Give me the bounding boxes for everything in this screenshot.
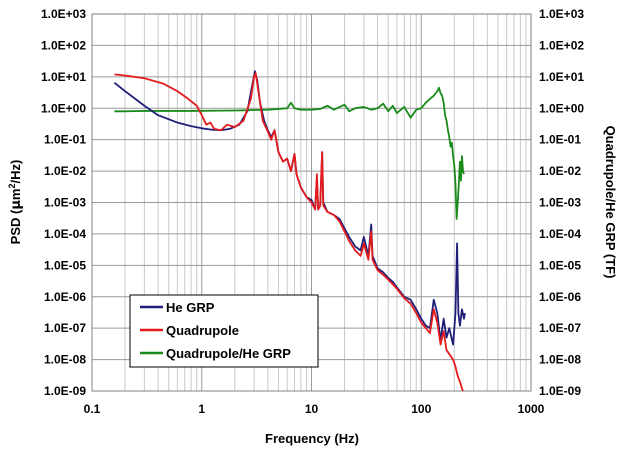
y-tick-label-right: 1.0E-02 bbox=[539, 164, 581, 178]
x-tick-label: 100 bbox=[411, 402, 431, 416]
tick-labels: 1.0E-09 1.0E-09 1.0E-08 1.0E-08 1.0E-07 1.0E-… bbox=[41, 7, 584, 416]
x-tick-label: 0.1 bbox=[84, 402, 101, 416]
y-tick-label-right: 1.0E-04 bbox=[539, 227, 581, 241]
y-tick-label-right: 1.0E-07 bbox=[539, 321, 581, 335]
y-tick-label-left: 1.0E+02 bbox=[41, 38, 86, 52]
y-tick-label-right: 1.0E-08 bbox=[539, 353, 581, 367]
legend-label-he-grp: He GRP bbox=[166, 300, 215, 315]
y-tick-label-left: 1.0E+00 bbox=[41, 101, 86, 115]
y-tick-label-left: 1.0E-08 bbox=[44, 353, 86, 367]
x-tick-label: 1 bbox=[198, 402, 205, 416]
x-tick-label: 1000 bbox=[518, 402, 545, 416]
y-tick-label-left: 1.0E-03 bbox=[44, 196, 86, 210]
y-axis-title-left: PSD (μm2/Hz) bbox=[7, 160, 24, 245]
y-tick-label-left: 1.0E-07 bbox=[44, 321, 86, 335]
y-tick-label-left: 1.0E+03 bbox=[41, 7, 86, 21]
y-axis-title-right: Quadrupole/He GRP (TF) bbox=[603, 126, 618, 279]
y-tick-label-right: 1.0E-06 bbox=[539, 290, 581, 304]
y-tick-label-right: 1.0E-09 bbox=[539, 384, 581, 398]
y-tick-label-left: 1.0E+01 bbox=[41, 70, 86, 84]
legend: He GRP Quadrupole Quadrupole/He GRP bbox=[129, 294, 319, 368]
series-layer bbox=[113, 70, 466, 392]
legend-label-ratio: Quadrupole/He GRP bbox=[166, 346, 291, 361]
legend-label-quadrupole: Quadrupole bbox=[166, 323, 239, 338]
y-tick-label-right: 1.0E+03 bbox=[539, 7, 584, 21]
y-tick-label-right: 1.0E+00 bbox=[539, 101, 584, 115]
y-tick-label-right: 1.0E-03 bbox=[539, 196, 581, 210]
y-tick-label-left: 1.0E-04 bbox=[44, 227, 86, 241]
series-line-ratio bbox=[114, 86, 465, 220]
x-tick-label: 10 bbox=[305, 402, 319, 416]
plot-frame bbox=[91, 13, 532, 392]
y-tick-label-left: 1.0E-05 bbox=[44, 258, 86, 272]
y-tick-label-right: 1.0E+02 bbox=[539, 38, 584, 52]
y-tick-label-left: 1.0E-02 bbox=[44, 164, 86, 178]
y-tick-label-left: 1.0E-06 bbox=[44, 290, 86, 304]
y-tick-label-left: 1.0E-01 bbox=[44, 133, 86, 147]
y-tick-label-right: 1.0E+01 bbox=[539, 70, 584, 84]
series-line-quadrupole bbox=[114, 72, 464, 392]
y-tick-label-left: 1.0E-09 bbox=[44, 384, 86, 398]
y-tick-label-right: 1.0E-01 bbox=[539, 133, 581, 147]
x-axis-title: Frequency (Hz) bbox=[265, 431, 359, 446]
y-tick-label-right: 1.0E-05 bbox=[539, 258, 581, 272]
